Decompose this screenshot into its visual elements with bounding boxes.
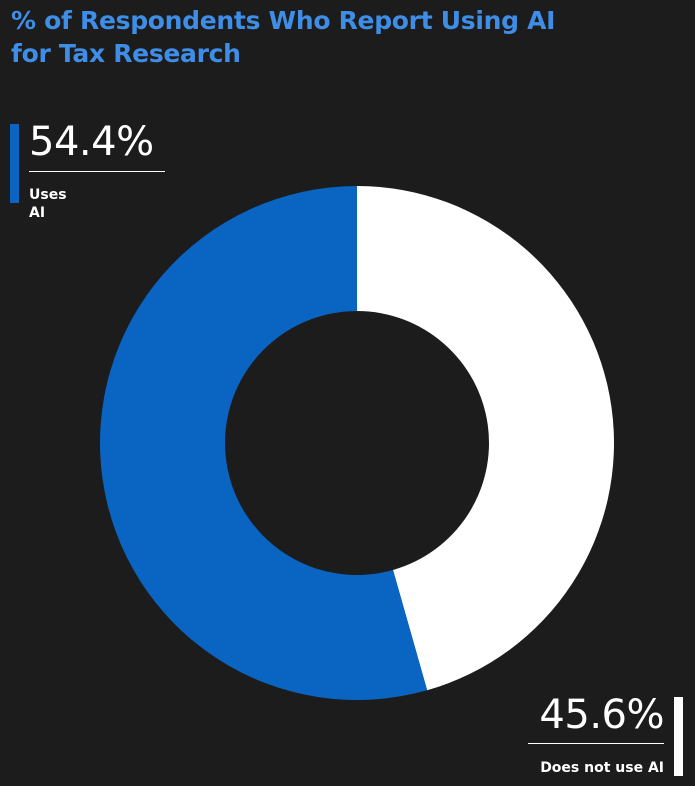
callout-does-not-use-ai-label: Does not use AI xyxy=(540,760,664,776)
donut-slice-does-not-use-ai xyxy=(357,186,614,691)
callout-does-not-use-ai-value: 45.6% xyxy=(539,692,664,738)
callout-uses-ai-color-bar xyxy=(10,124,19,203)
callout-uses-ai-value: 54.4% xyxy=(29,119,154,165)
callout-does-not-use-ai-divider xyxy=(528,743,664,744)
donut-slice-uses-ai xyxy=(99,186,428,700)
callout-uses-ai-divider xyxy=(29,171,165,172)
callout-does-not-use-ai-color-bar xyxy=(674,697,683,776)
chart-title: % of Respondents Who Report Using AI for… xyxy=(11,6,556,68)
callout-uses-ai-label: Uses AI xyxy=(29,187,67,221)
